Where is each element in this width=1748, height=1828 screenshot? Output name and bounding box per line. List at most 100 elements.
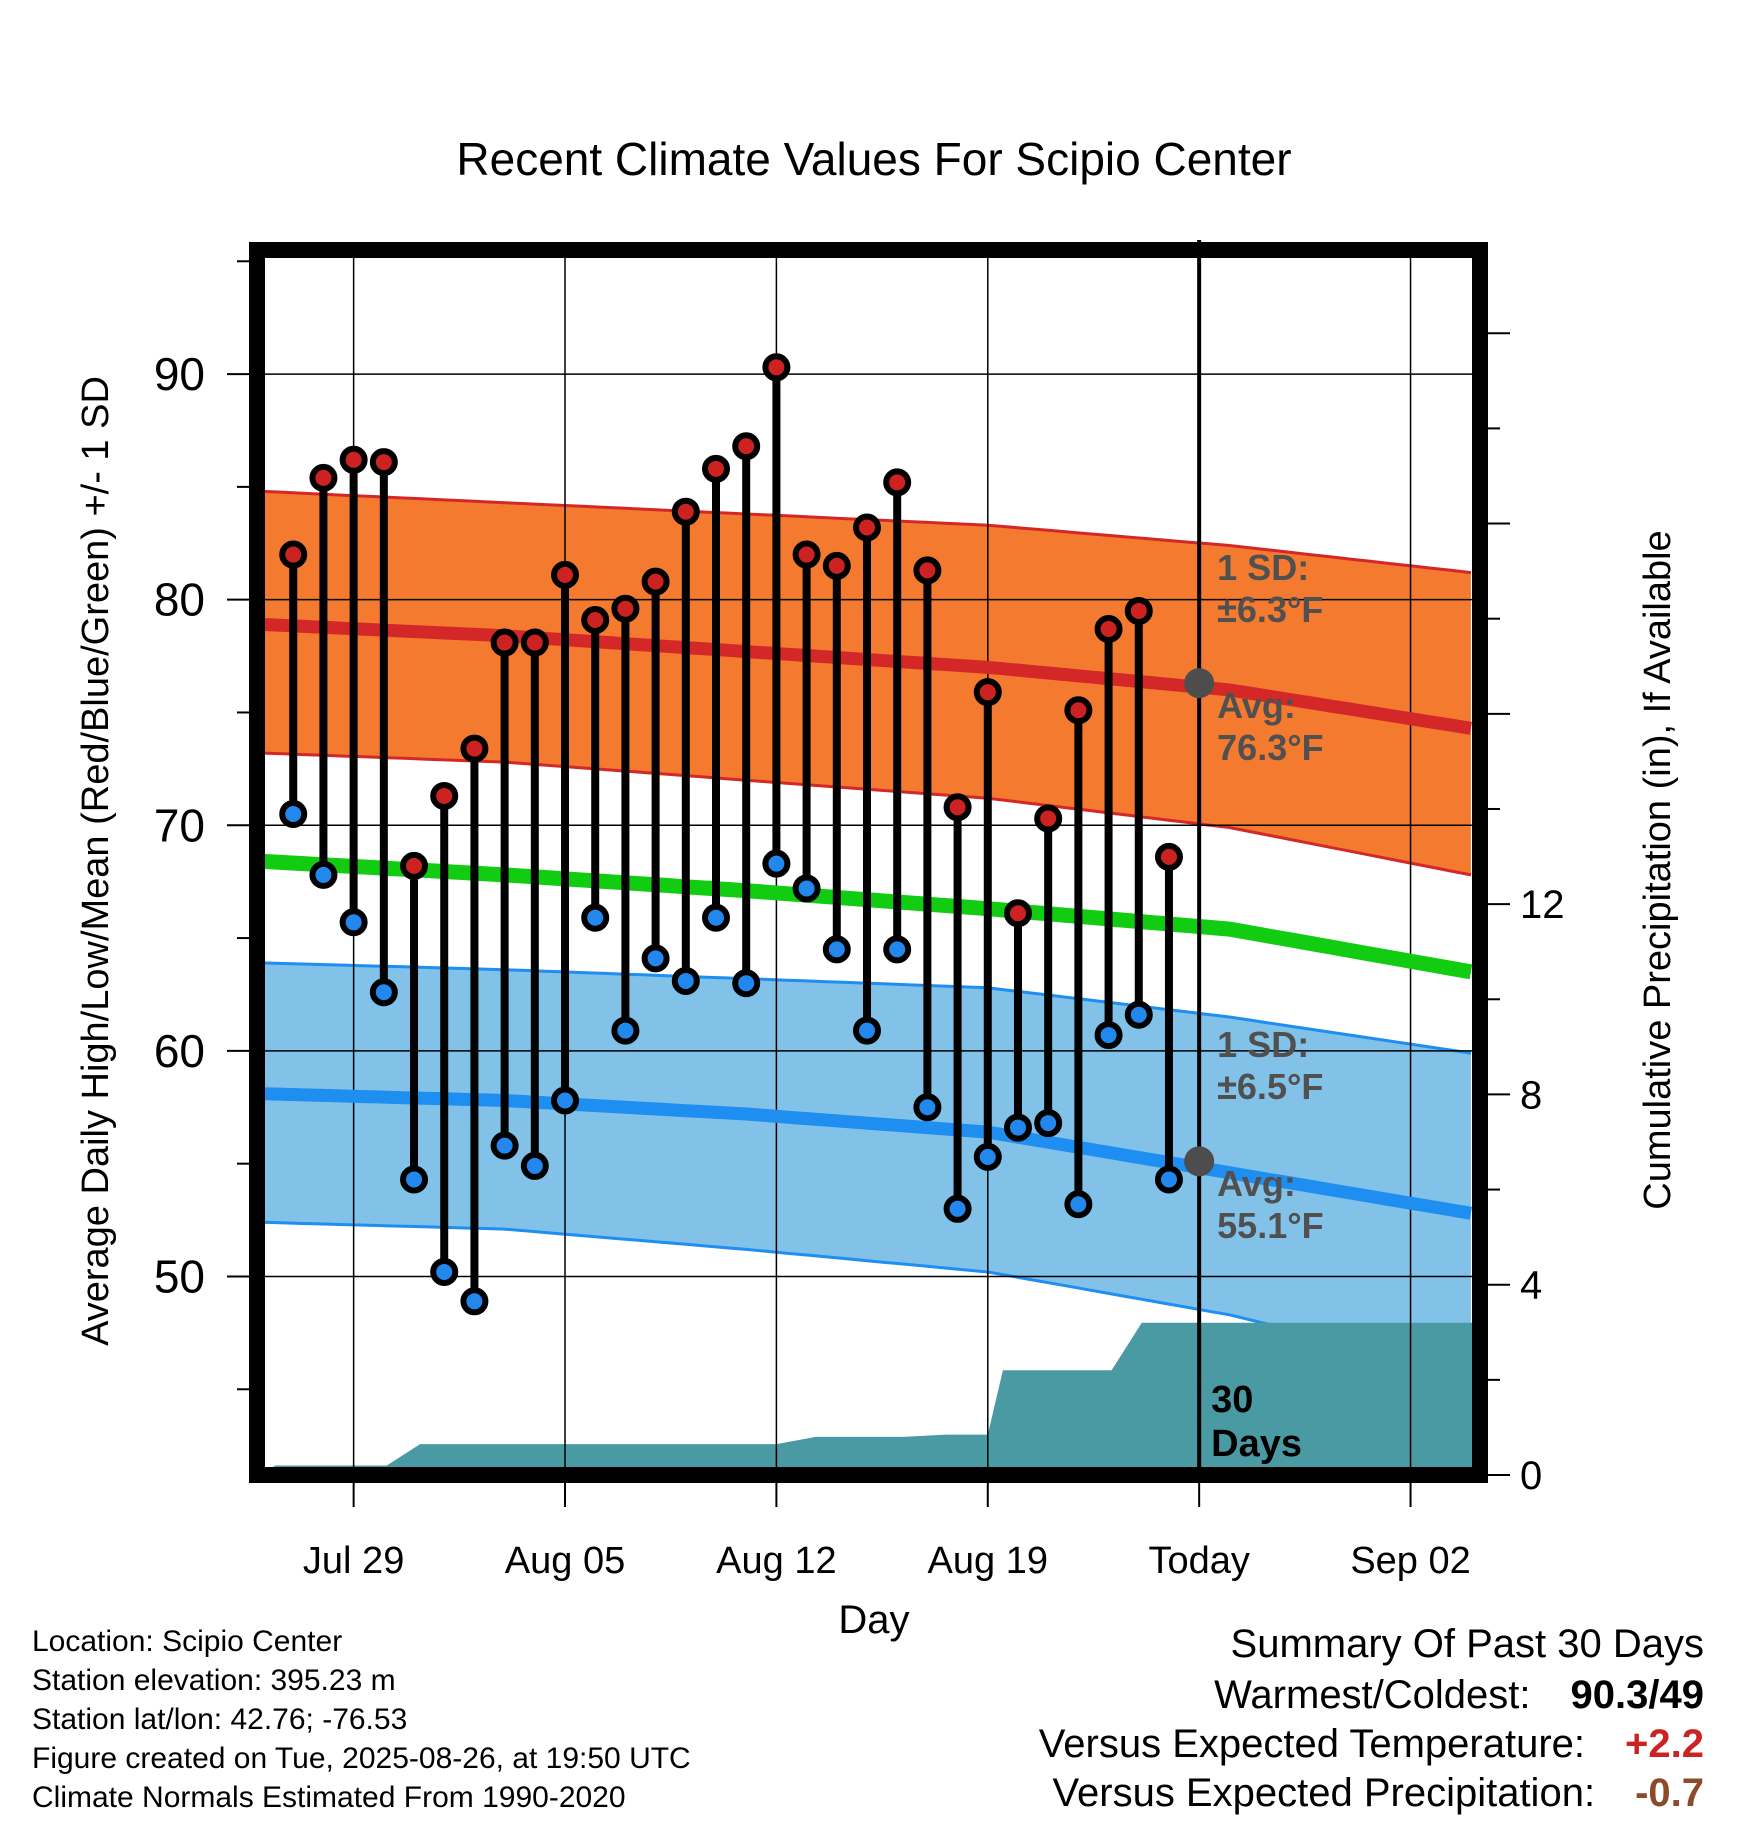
window-days-label: Days (1211, 1423, 1302, 1465)
obs-low-point-5 (400, 1165, 429, 1194)
obs-high-point-29 (1124, 596, 1153, 625)
obs-low-point-28 (1094, 1021, 1123, 1050)
today-low-avg-marker (1184, 1146, 1215, 1177)
y-right-tick-label-0: 0 (1520, 1454, 1542, 1498)
obs-low-point-27 (1064, 1190, 1093, 1219)
summary-temp-value: +2.2 (1625, 1722, 1704, 1766)
y-left-tick-label-70: 70 (154, 799, 205, 851)
obs-high-point-8 (490, 628, 519, 657)
obs-low-point-16 (732, 969, 761, 998)
summary-coldest-number: /49 (1648, 1673, 1704, 1717)
obs-high-point-2 (309, 463, 338, 492)
high-sd-value: ±6.3°F (1217, 589, 1323, 630)
obs-high-point-14 (671, 497, 700, 526)
summary-precip-label: Versus Expected Precipitation: (1052, 1771, 1596, 1815)
summary-precip-row: Versus Expected Precipitation: -0.7 (1053, 1771, 1704, 1816)
obs-low-point-2 (309, 860, 338, 889)
obs-low-point-1 (279, 799, 308, 828)
obs-high-point-16 (732, 432, 761, 461)
low-avg-value: 55.1°F (1217, 1205, 1323, 1246)
y-axis-label-right: Cumulative Precipitation (in), If Availa… (1637, 530, 1679, 1209)
y-right-tick-label-12: 12 (1520, 883, 1565, 927)
footer-latlon: Station lat/lon: 42.76; -76.53 (32, 1703, 408, 1736)
x-tick-label-3: Aug 19 (928, 1540, 1048, 1582)
footer-elevation: Station elevation: 395.23 m (32, 1664, 396, 1697)
obs-low-point-21 (883, 935, 912, 964)
precipitation-area (263, 1322, 1480, 1475)
x-tick-label-4: Today (1148, 1540, 1249, 1582)
summary-precip-value: -0.7 (1635, 1771, 1704, 1815)
obs-high-point-5 (400, 851, 429, 880)
y-left-tick-label-50: 50 (154, 1250, 205, 1302)
obs-high-point-17 (762, 353, 791, 382)
summary-temp-row: Versus Expected Temperature: +2.2 (1039, 1722, 1704, 1767)
obs-high-point-13 (641, 567, 670, 596)
summary-temp-label: Versus Expected Temperature: (1038, 1722, 1586, 1766)
obs-high-point-10 (551, 560, 580, 589)
footer-created: Figure created on Tue, 2025-08-26, at 19… (32, 1742, 691, 1775)
obs-high-point-1 (279, 540, 308, 569)
footer-normals: Climate Normals Estimated From 1990-2020 (32, 1781, 626, 1814)
high-sd-label: 1 SD: (1217, 547, 1309, 588)
obs-high-point-21 (883, 468, 912, 497)
obs-high-point-26 (1034, 804, 1063, 833)
low-sd-value: ±6.5°F (1217, 1066, 1323, 1107)
obs-low-point-24 (973, 1142, 1002, 1171)
summary-warmest-number: 90.3 (1570, 1673, 1649, 1717)
obs-low-point-12 (611, 1016, 640, 1045)
obs-high-point-19 (822, 551, 851, 580)
obs-low-point-11 (581, 903, 610, 932)
obs-high-point-27 (1064, 696, 1093, 725)
obs-high-point-30 (1154, 842, 1183, 871)
obs-low-point-6 (430, 1257, 459, 1286)
low-avg-line (262, 1087, 1472, 1220)
obs-high-point-25 (1003, 899, 1032, 928)
summary-warmest-label: Warmest/Coldest: (1214, 1673, 1531, 1717)
chart-title: Recent Climate Values For Scipio Center (456, 133, 1291, 185)
high-avg-value: 76.3°F (1217, 727, 1323, 768)
low-sd-label: 1 SD: (1217, 1024, 1309, 1065)
obs-high-point-28 (1094, 615, 1123, 644)
obs-low-point-30 (1154, 1165, 1183, 1194)
x-tick-label-5: Sep 02 (1350, 1540, 1470, 1582)
obs-low-point-13 (641, 944, 670, 973)
x-tick-label-0: Jul 29 (303, 1540, 404, 1582)
footer-location: Location: Scipio Center (32, 1625, 343, 1658)
obs-high-point-15 (702, 454, 731, 483)
x-tick-label-2: Aug 12 (716, 1540, 836, 1582)
obs-low-point-7 (460, 1287, 489, 1316)
obs-low-point-14 (671, 966, 700, 995)
obs-low-point-8 (490, 1131, 519, 1160)
obs-high-point-6 (430, 781, 459, 810)
obs-low-point-17 (762, 849, 791, 878)
obs-high-point-7 (460, 734, 489, 763)
obs-high-point-22 (913, 556, 942, 585)
obs-low-point-20 (852, 1016, 881, 1045)
obs-high-point-3 (339, 445, 368, 474)
obs-low-point-19 (822, 935, 851, 964)
obs-low-point-15 (702, 903, 731, 932)
obs-high-point-20 (852, 513, 881, 542)
x-tick-label-1: Aug 05 (505, 1540, 625, 1582)
x-axis-label: Day (838, 1598, 909, 1642)
obs-high-point-24 (973, 678, 1002, 707)
low-avg-label: Avg: (1217, 1163, 1296, 1204)
obs-low-point-25 (1003, 1113, 1032, 1142)
obs-low-point-4 (369, 978, 398, 1007)
y-left-tick-label-60: 60 (154, 1025, 205, 1077)
y-right-tick-label-4: 4 (1520, 1264, 1542, 1308)
y-right-tick-label-8: 8 (1520, 1073, 1542, 1117)
obs-low-point-18 (792, 874, 821, 903)
obs-high-point-12 (611, 594, 640, 623)
summary-warmest-row: Warmest/Coldest: 90.3/49 (1214, 1673, 1704, 1718)
obs-high-point-4 (369, 448, 398, 477)
obs-high-point-18 (792, 540, 821, 569)
obs-high-point-9 (520, 628, 549, 657)
summary-title: Summary Of Past 30 Days (1230, 1622, 1704, 1666)
obs-low-point-22 (913, 1093, 942, 1122)
obs-low-point-29 (1124, 1000, 1153, 1029)
summary-warmest-value: 90.3/49 (1571, 1673, 1704, 1718)
today-high-avg-marker (1184, 668, 1215, 699)
obs-high-point-23 (943, 793, 972, 822)
